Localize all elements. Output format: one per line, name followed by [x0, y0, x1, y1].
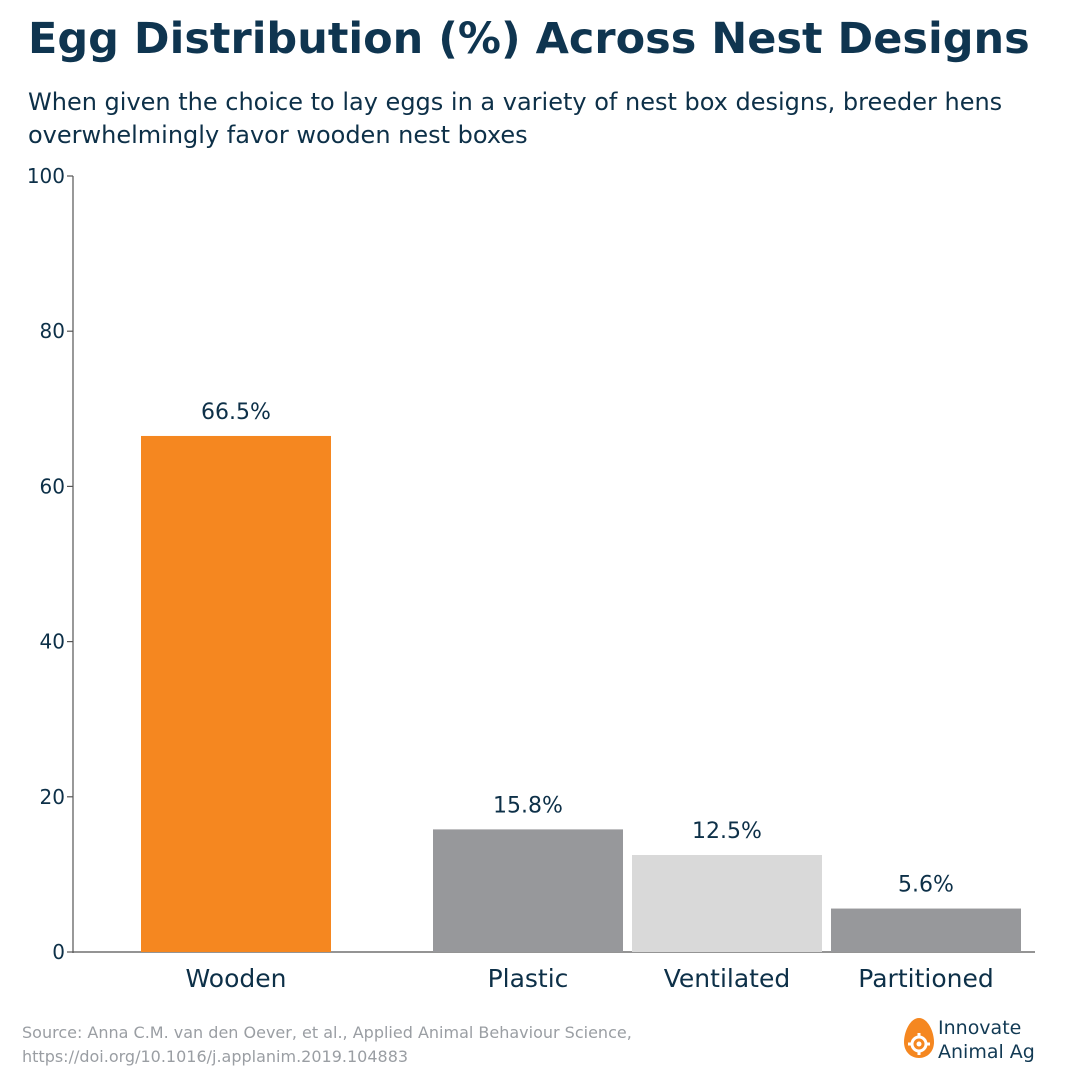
category-label-plastic: Plastic [488, 964, 569, 993]
logo-text: Innovate Animal Ag [938, 1016, 1035, 1064]
category-label-partitioned: Partitioned [858, 964, 993, 993]
chart-bars [141, 435, 1021, 953]
chart-title: Egg Distribution (%) Across Nest Designs [28, 14, 1030, 64]
y-tick-label: 80 [40, 319, 65, 343]
bar-wooden [141, 435, 331, 953]
y-tick-label: 40 [40, 630, 65, 654]
bar-partitioned [831, 908, 1021, 952]
y-tick-label: 20 [40, 785, 65, 809]
y-tick-label: 100 [27, 164, 65, 188]
egg-gear-icon [904, 1018, 934, 1058]
value-label-plastic: 15.8% [493, 793, 563, 818]
bar-ventilated [632, 855, 822, 952]
value-label-ventilated: 12.5% [692, 819, 762, 844]
logo-line-1: Innovate [938, 1017, 1022, 1039]
chart-labels: 66.5% Wooden 15.8% Plastic 12.5% Ventilated 5.… [186, 400, 994, 993]
bar-plastic [433, 829, 623, 952]
category-label-ventilated: Ventilated [664, 964, 790, 993]
chart-subtitle: When given the choice to lay eggs in a v… [28, 88, 1003, 149]
category-label-wooden: Wooden [186, 964, 287, 993]
bar-chart: 0 20 40 60 80 100 66.5% Wooden 15.8% Plastic 12.5… [27, 164, 1035, 993]
value-label-partitioned: 5.6% [898, 873, 954, 898]
value-label-wooden: 66.5% [201, 400, 271, 425]
logo-line-2: Animal Ag [938, 1041, 1035, 1063]
y-tick-label: 60 [40, 474, 65, 498]
y-tick-label: 0 [52, 940, 65, 964]
source-note: Source: Anna C.M. van den Oever, et al.,… [22, 1023, 632, 1066]
